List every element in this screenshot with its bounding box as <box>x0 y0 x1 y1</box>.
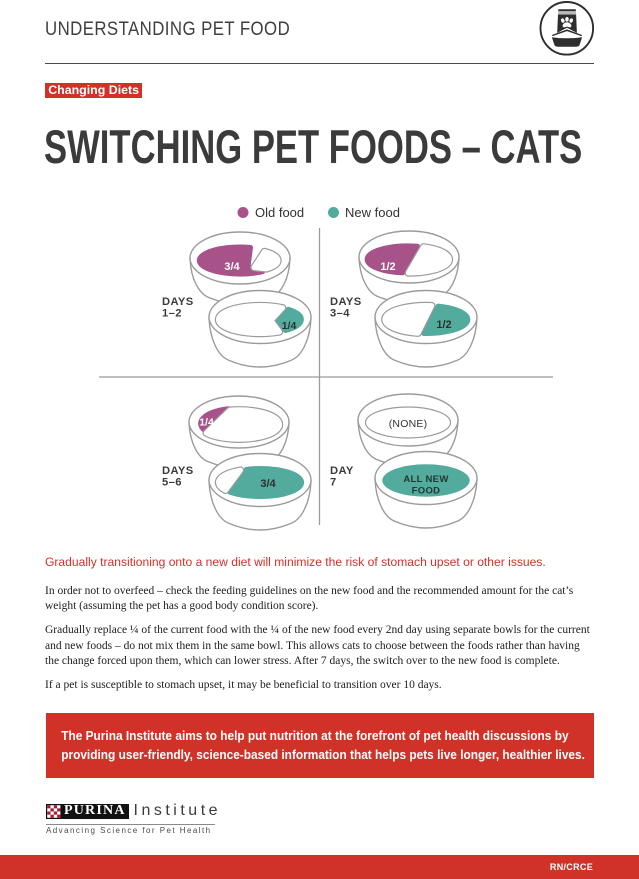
svg-text:1/4: 1/4 <box>282 320 297 332</box>
svg-text:1/4: 1/4 <box>199 417 214 429</box>
svg-text:(NONE): (NONE) <box>389 418 428 430</box>
svg-text:DAY: DAY <box>330 465 354 477</box>
svg-text:1–2: 1–2 <box>162 308 182 320</box>
svg-text:New food: New food <box>345 205 400 220</box>
svg-text:1/2: 1/2 <box>380 261 395 273</box>
svg-text:FOOD: FOOD <box>412 486 441 497</box>
svg-text:ALL NEW: ALL NEW <box>403 474 448 485</box>
svg-text:1/2: 1/2 <box>436 319 451 331</box>
svg-text:7: 7 <box>330 477 337 489</box>
svg-text:DAYS: DAYS <box>162 296 194 308</box>
svg-text:Old food: Old food <box>255 205 304 220</box>
svg-text:DAYS: DAYS <box>162 465 194 477</box>
svg-text:5–6: 5–6 <box>162 477 182 489</box>
svg-text:3/4: 3/4 <box>260 478 276 490</box>
svg-text:3/4: 3/4 <box>224 261 240 273</box>
svg-text:DAYS: DAYS <box>330 296 362 308</box>
svg-text:3–4: 3–4 <box>330 308 350 320</box>
